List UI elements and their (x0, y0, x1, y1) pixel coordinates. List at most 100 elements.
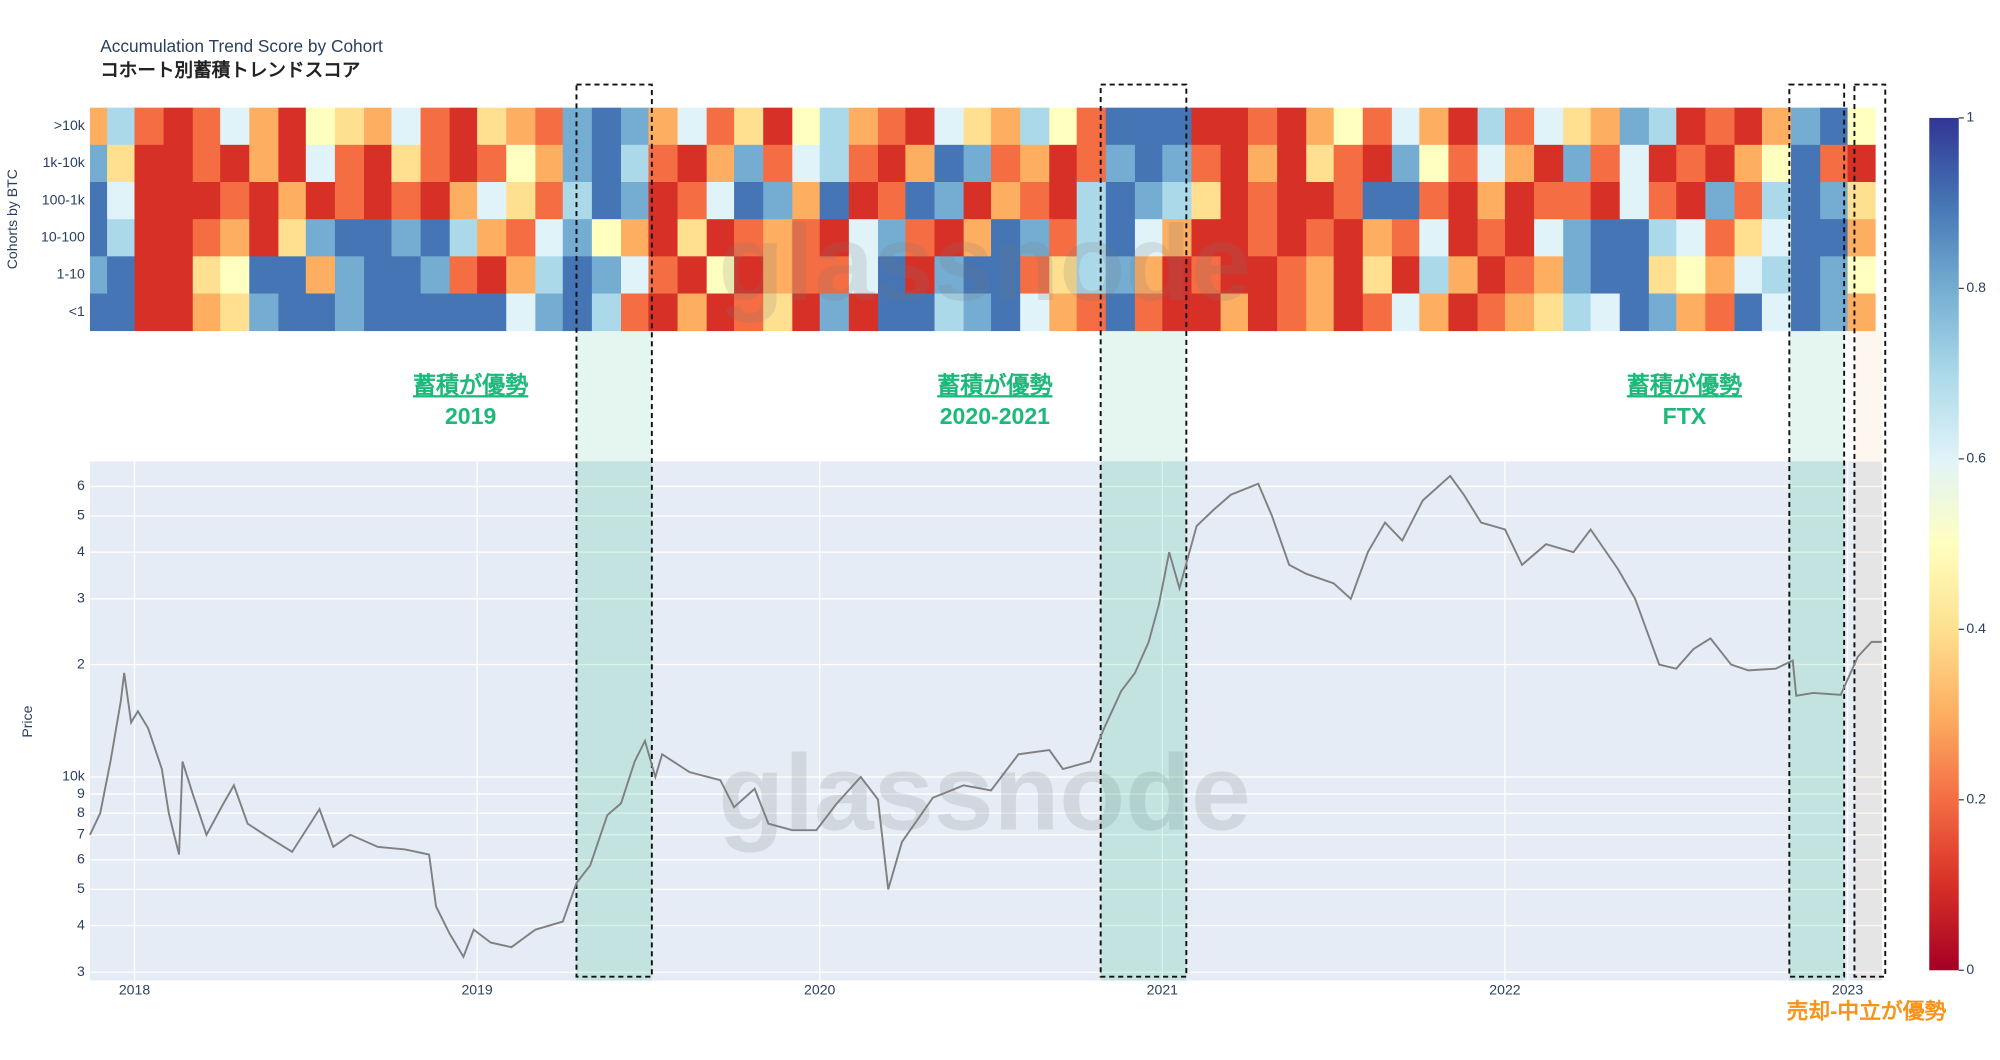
heatmap-cell (621, 219, 650, 257)
heatmap-cell (1191, 293, 1222, 332)
heatmap-cell (1076, 107, 1107, 146)
heatmap-cell (220, 144, 250, 183)
y-tick-label: 10-100 (41, 228, 85, 244)
heatmap-cell (1619, 293, 1650, 332)
heatmap-cell (220, 256, 250, 294)
heatmap-cell (877, 256, 907, 294)
colorbar-tick-label: 0.8 (1966, 279, 1986, 295)
heatmap-cell (107, 107, 136, 146)
heatmap-cell (477, 219, 507, 257)
heatmap-cell (1791, 293, 1821, 332)
heatmap-cell (819, 256, 850, 294)
heatmap-cell (278, 144, 307, 183)
heatmap-cell (1419, 256, 1450, 294)
heatmap-cell (1590, 182, 1621, 220)
heatmap-cell (1847, 107, 1876, 146)
heatmap-cell (1847, 219, 1876, 257)
highlight-gap (1100, 330, 1187, 462)
heatmap-cell (562, 144, 593, 183)
heatmap-cell (934, 144, 965, 183)
heatmap-cell (134, 182, 165, 220)
heatmap-cell (648, 293, 679, 332)
heatmap-cell (991, 107, 1021, 146)
heatmap-cell (1534, 293, 1564, 332)
heatmap-cell (1648, 144, 1677, 183)
annotation: 2020-2021 (940, 403, 1050, 429)
watermark: glassnode (718, 203, 1250, 323)
heatmap-cell (391, 107, 422, 146)
heatmap-cell (677, 219, 708, 257)
heatmap-cell (1477, 293, 1506, 332)
heatmap-cell (449, 182, 478, 220)
heatmap-cell (535, 182, 564, 220)
colorbar-tick-label: 1 (1966, 109, 1974, 125)
heatmap-cell (334, 107, 365, 146)
heatmap-cell (1734, 219, 1763, 257)
heatmap-cell (334, 293, 365, 332)
heatmap-cell (1220, 107, 1249, 146)
heatmap-cell (1220, 144, 1249, 183)
heatmap-cell (1020, 256, 1050, 294)
heatmap-cell (278, 293, 307, 332)
heatmap-cell (905, 219, 936, 257)
heatmap-cell (1162, 107, 1193, 146)
heatmap-cell (734, 107, 764, 146)
heatmap-cell (192, 293, 221, 332)
heatmap-cell (249, 256, 280, 294)
heatmap-cell (391, 182, 422, 220)
colorbar-tick-label: 0 (1966, 961, 1974, 977)
heatmap-cell (621, 144, 650, 183)
heatmap-cell (1391, 107, 1420, 146)
heatmap-cell (562, 219, 593, 257)
heatmap-cell (792, 256, 821, 294)
heatmap-cell (848, 256, 879, 294)
heatmap-cell (1333, 107, 1364, 146)
heatmap-cell (677, 182, 708, 220)
heatmap-cell (1020, 107, 1050, 146)
chart-subtitle: コホート別蓄積トレンドスコア (100, 60, 360, 81)
highlight-box (1788, 83, 1846, 978)
heatmap-cell (1105, 219, 1136, 257)
heatmap-cell (1419, 293, 1450, 332)
heatmap-cell (734, 293, 764, 332)
heatmap-cell (1648, 107, 1677, 146)
heatmap-cell (391, 293, 422, 332)
heatmap-cell (249, 107, 280, 146)
highlight-box (575, 83, 653, 978)
heatmap-cell (192, 256, 221, 294)
colorbar-tick-label: 0.2 (1966, 791, 1986, 807)
heatmap-cell (648, 107, 679, 146)
heatmap-cell (905, 182, 936, 220)
heatmap-cell (1590, 293, 1621, 332)
y-tick-label: 9 (77, 785, 85, 801)
heatmap-cell (1391, 144, 1420, 183)
heatmap-cell (1134, 219, 1163, 257)
heatmap-cell (278, 219, 307, 257)
heatmap-cell (1648, 182, 1677, 220)
heatmap-cell (334, 182, 365, 220)
y-tick-label: 4 (77, 543, 85, 559)
heatmap-cell (706, 293, 735, 332)
heatmap-cell (1391, 219, 1420, 257)
heatmap-cell (364, 107, 393, 146)
heatmap-cell (449, 144, 478, 183)
heatmap-cell (1648, 256, 1677, 294)
heatmap-cell (1504, 293, 1535, 332)
heatmap-cell (591, 107, 622, 146)
heatmap-cell (1020, 182, 1050, 220)
heatmap-cell (1705, 107, 1736, 146)
heatmap-cell (1734, 107, 1763, 146)
heatmap-cell (1448, 293, 1479, 332)
heatmap-cell (364, 144, 393, 183)
heatmap-cell (621, 256, 650, 294)
heatmap-cell (677, 144, 708, 183)
y-tick-label: 5 (77, 507, 85, 523)
heatmap-cell (1333, 144, 1364, 183)
heatmap-cell (1619, 107, 1650, 146)
y-tick-label: 1-10 (57, 266, 85, 282)
y-tick-label: 8 (77, 804, 85, 820)
y-tick-label: <1 (69, 303, 85, 319)
heatmap-cell (1049, 256, 1078, 294)
heatmap-cell (1791, 107, 1821, 146)
